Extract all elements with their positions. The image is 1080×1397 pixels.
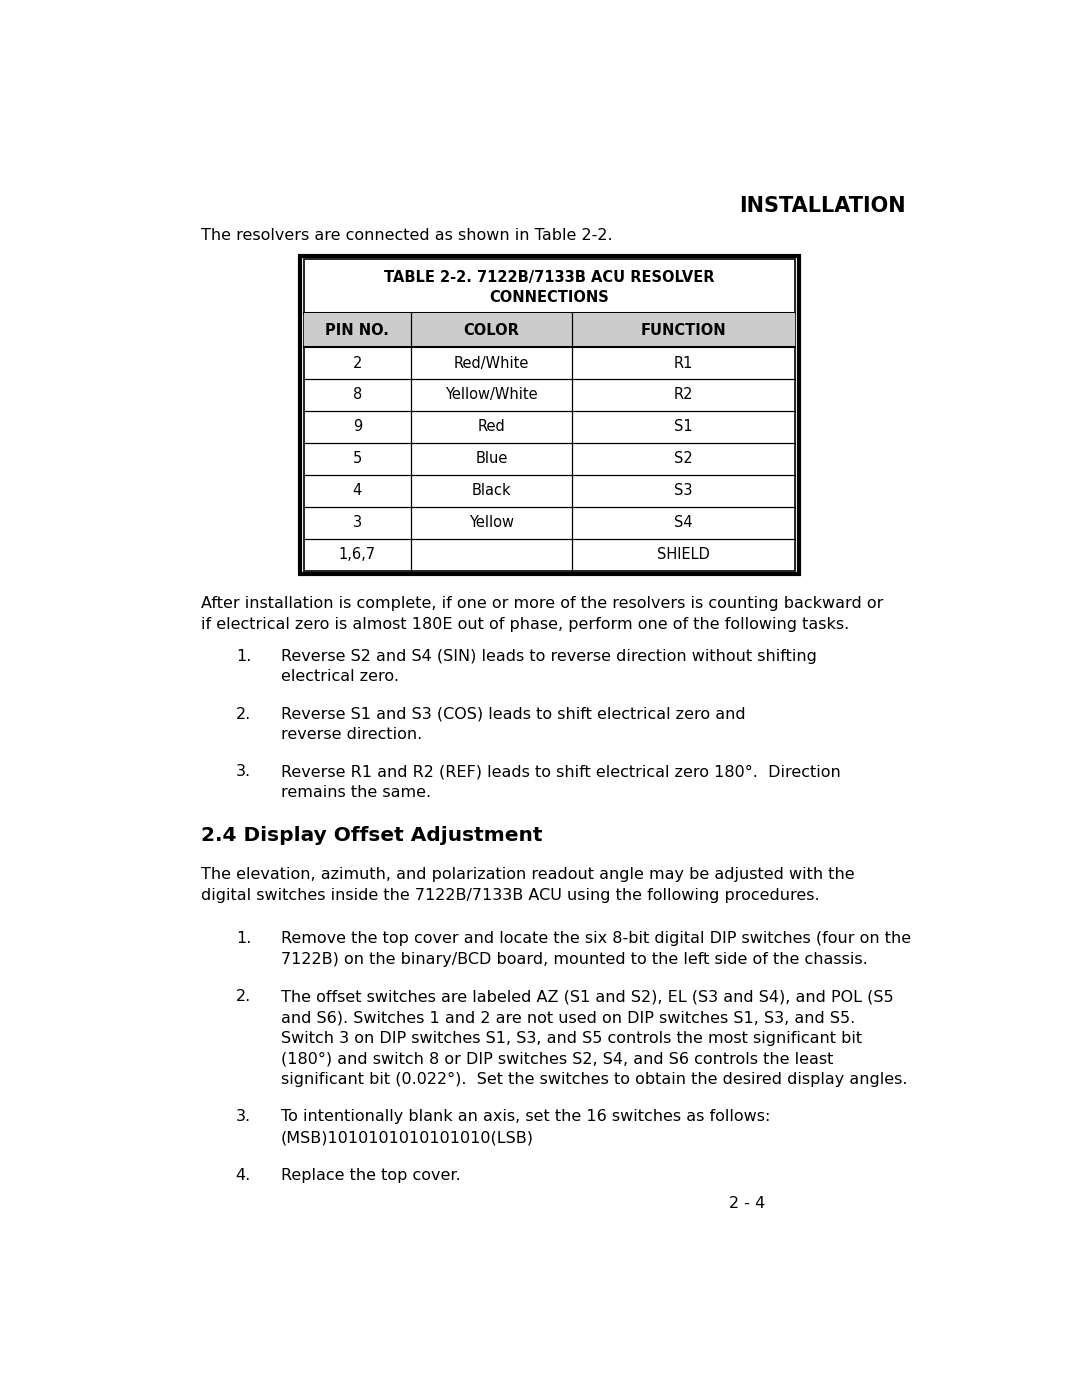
Text: Red/White: Red/White xyxy=(454,355,529,370)
Text: Reverse R1 and R2 (REF) leads to shift electrical zero 180°.  Direction: Reverse R1 and R2 (REF) leads to shift e… xyxy=(281,764,840,780)
Bar xyxy=(303,260,795,571)
Text: digital switches inside the 7122B/7133B ACU using the following procedures.: digital switches inside the 7122B/7133B … xyxy=(201,888,820,902)
Text: Black: Black xyxy=(472,483,511,499)
Text: 9: 9 xyxy=(353,419,362,434)
Text: 1.: 1. xyxy=(235,932,252,946)
Text: Remove the top cover and locate the six 8-bit digital DIP switches (four on the: Remove the top cover and locate the six … xyxy=(281,932,910,946)
Text: COLOR: COLOR xyxy=(463,323,519,338)
Text: Replace the top cover.: Replace the top cover. xyxy=(281,1168,460,1183)
Text: (180°) and switch 8 or DIP switches S2, S4, and S6 controls the least: (180°) and switch 8 or DIP switches S2, … xyxy=(281,1052,833,1066)
Text: 4.: 4. xyxy=(235,1168,251,1183)
Text: 7122B) on the binary/BCD board, mounted to the left side of the chassis.: 7122B) on the binary/BCD board, mounted … xyxy=(281,951,867,967)
Text: 2 - 4: 2 - 4 xyxy=(729,1196,766,1211)
Text: electrical zero.: electrical zero. xyxy=(281,669,399,685)
Text: 4: 4 xyxy=(353,483,362,499)
Text: Red: Red xyxy=(477,419,505,434)
Text: Reverse S1 and S3 (COS) leads to shift electrical zero and: Reverse S1 and S3 (COS) leads to shift e… xyxy=(281,707,745,721)
Text: 1,6,7: 1,6,7 xyxy=(339,548,376,562)
Text: S2: S2 xyxy=(674,451,693,467)
Text: 5: 5 xyxy=(353,451,362,467)
Text: Switch 3 on DIP switches S1, S3, and S5 controls the most significant bit: Switch 3 on DIP switches S1, S3, and S5 … xyxy=(281,1031,862,1046)
Text: 3.: 3. xyxy=(235,1109,251,1125)
Text: After installation is complete, if one or more of the resolvers is counting back: After installation is complete, if one o… xyxy=(201,597,883,610)
Text: FUNCTION: FUNCTION xyxy=(640,323,727,338)
Text: 2.: 2. xyxy=(235,707,251,721)
Text: Yellow: Yellow xyxy=(469,515,514,531)
Text: significant bit (0.022°).  Set the switches to obtain the desired display angles: significant bit (0.022°). Set the switch… xyxy=(281,1071,907,1087)
Text: SHIELD: SHIELD xyxy=(658,548,711,562)
Text: The offset switches are labeled AZ (S1 and S2), EL (S3 and S4), and POL (S5: The offset switches are labeled AZ (S1 a… xyxy=(281,989,893,1004)
Text: S4: S4 xyxy=(674,515,693,531)
Text: if electrical zero is almost 180E out of phase, perform one of the following tas: if electrical zero is almost 180E out of… xyxy=(201,617,849,631)
Text: 2.: 2. xyxy=(235,989,251,1004)
Text: remains the same.: remains the same. xyxy=(281,785,431,800)
Text: R1: R1 xyxy=(674,355,693,370)
Text: To intentionally blank an axis, set the 16 switches as follows:: To intentionally blank an axis, set the … xyxy=(281,1109,770,1125)
Text: 2.4 Display Offset Adjustment: 2.4 Display Offset Adjustment xyxy=(201,826,542,845)
Text: 2: 2 xyxy=(353,355,362,370)
Text: 8: 8 xyxy=(353,387,362,402)
Text: TABLE 2-2. 7122B/7133B ACU RESOLVER: TABLE 2-2. 7122B/7133B ACU RESOLVER xyxy=(384,270,715,285)
Text: Reverse S2 and S4 (SIN) leads to reverse direction without shifting: Reverse S2 and S4 (SIN) leads to reverse… xyxy=(281,648,816,664)
Text: CONNECTIONS: CONNECTIONS xyxy=(489,289,609,305)
Text: INSTALLATION: INSTALLATION xyxy=(740,196,906,217)
Text: (MSB)1010101010101010(LSB): (MSB)1010101010101010(LSB) xyxy=(281,1130,534,1146)
Text: 1.: 1. xyxy=(235,648,252,664)
Text: R2: R2 xyxy=(674,387,693,402)
Text: PIN NO.: PIN NO. xyxy=(325,323,390,338)
Text: 3: 3 xyxy=(353,515,362,531)
Text: Yellow/White: Yellow/White xyxy=(445,387,538,402)
Text: reverse direction.: reverse direction. xyxy=(281,728,422,742)
Text: S3: S3 xyxy=(674,483,693,499)
Text: 3.: 3. xyxy=(235,764,251,780)
Text: Blue: Blue xyxy=(475,451,508,467)
Text: and S6). Switches 1 and 2 are not used on DIP switches S1, S3, and S5.: and S6). Switches 1 and 2 are not used o… xyxy=(281,1010,855,1025)
Bar xyxy=(303,313,795,346)
Text: The resolvers are connected as shown in Table 2-2.: The resolvers are connected as shown in … xyxy=(201,229,612,243)
Bar xyxy=(300,256,799,574)
Text: S1: S1 xyxy=(674,419,693,434)
Text: The elevation, azimuth, and polarization readout angle may be adjusted with the: The elevation, azimuth, and polarization… xyxy=(201,868,854,883)
